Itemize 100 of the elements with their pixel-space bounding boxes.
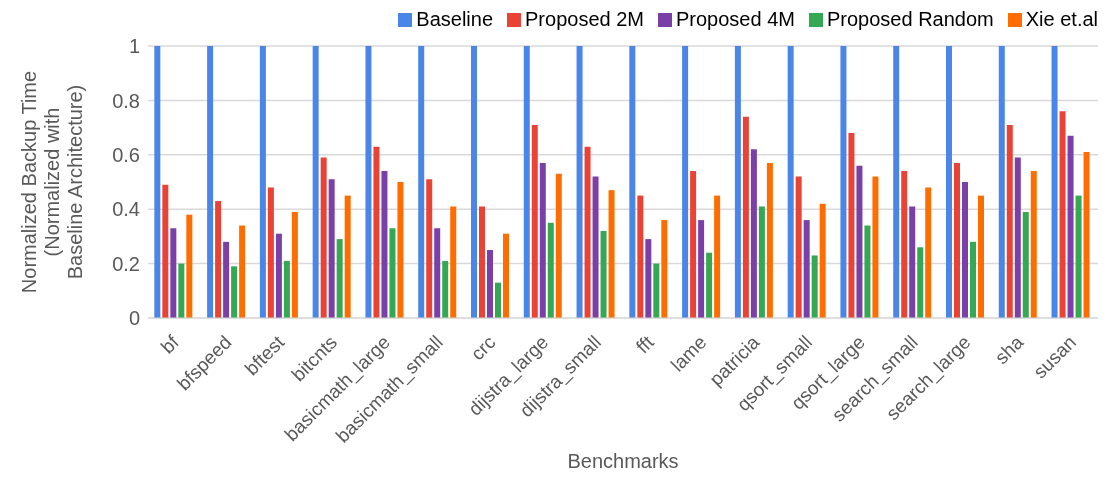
y-tick-label: 0.4 xyxy=(112,198,140,221)
bar xyxy=(223,241,230,318)
bar xyxy=(872,176,879,318)
bar xyxy=(856,165,863,318)
bar xyxy=(479,206,485,318)
bar xyxy=(954,162,960,318)
bar xyxy=(426,179,433,318)
bar xyxy=(170,228,177,318)
x-tick-label: sha xyxy=(990,331,1028,369)
bar xyxy=(215,201,222,318)
bar xyxy=(389,228,396,318)
bar xyxy=(600,230,607,318)
bar xyxy=(758,206,765,318)
bar xyxy=(893,46,900,318)
bar xyxy=(471,46,477,318)
bar xyxy=(901,171,908,318)
bar xyxy=(207,46,214,318)
bar xyxy=(283,260,290,318)
bar xyxy=(344,195,351,318)
bar xyxy=(787,46,794,318)
y-tick-label: 0.6 xyxy=(112,143,140,166)
x-axis-title: Benchmarks xyxy=(567,450,679,472)
bar xyxy=(584,146,591,318)
bar xyxy=(487,250,493,318)
bar xyxy=(1006,124,1013,318)
bar xyxy=(998,46,1005,318)
bar xyxy=(795,176,802,318)
bar xyxy=(946,46,952,318)
bar xyxy=(734,46,741,318)
legend-label: Proposed 4M xyxy=(675,8,795,31)
bar xyxy=(661,220,668,318)
bar xyxy=(1075,195,1082,318)
bar xyxy=(1030,171,1037,318)
bar xyxy=(706,252,713,318)
bar xyxy=(819,203,826,318)
bar xyxy=(653,263,660,318)
bar xyxy=(698,220,705,318)
bar xyxy=(162,184,169,318)
bar xyxy=(690,171,697,318)
bar xyxy=(312,46,319,318)
bar xyxy=(766,162,773,318)
bar xyxy=(576,46,583,318)
bar xyxy=(381,171,388,318)
y-tick-label: 0.2 xyxy=(112,252,140,275)
bar xyxy=(328,179,335,318)
legend-label: Baseline xyxy=(415,8,494,31)
legend-label: Proposed Random xyxy=(825,8,994,31)
bar xyxy=(239,225,246,318)
bar xyxy=(275,233,282,318)
bar xyxy=(1022,211,1029,318)
bar xyxy=(917,247,924,318)
bar xyxy=(608,190,615,318)
bar xyxy=(434,228,441,318)
y-tick-label: 1 xyxy=(128,35,140,58)
bar xyxy=(629,46,636,318)
bar xyxy=(637,195,644,318)
legend-label: Xie et.al xyxy=(1024,8,1098,31)
y-tick-label: 0.8 xyxy=(112,89,140,112)
bar xyxy=(750,149,757,318)
bar xyxy=(539,162,546,318)
bar xyxy=(495,282,501,318)
bar xyxy=(267,187,274,318)
bar xyxy=(365,46,372,318)
bar xyxy=(1014,157,1021,318)
bar xyxy=(909,206,916,318)
bar xyxy=(848,133,855,318)
y-axis-title: Normalized Backup Time (Normalized with Baseline Architecture) xyxy=(18,70,86,294)
bar xyxy=(1051,46,1058,318)
bar xyxy=(592,176,599,318)
bar xyxy=(645,239,652,318)
bar xyxy=(1083,152,1090,318)
x-tick-label: fft xyxy=(632,331,659,358)
bar xyxy=(503,233,509,318)
bar xyxy=(742,116,749,318)
bar xyxy=(259,46,266,318)
legend-label: Proposed 2M xyxy=(524,8,644,31)
bar xyxy=(864,225,871,318)
bar xyxy=(373,146,380,318)
bar xyxy=(555,173,562,318)
bar xyxy=(178,263,185,318)
bar xyxy=(970,241,976,318)
bar xyxy=(1059,111,1066,318)
bar xyxy=(547,222,554,318)
y-tick-label: 0 xyxy=(128,307,140,330)
bar xyxy=(418,46,425,318)
bar xyxy=(442,260,449,318)
bar xyxy=(962,182,968,318)
bar xyxy=(154,46,161,318)
bar xyxy=(320,157,327,318)
bar xyxy=(978,195,984,318)
bar xyxy=(1067,135,1074,318)
bar xyxy=(450,206,457,318)
bar xyxy=(186,214,193,318)
bar xyxy=(291,211,298,318)
bar xyxy=(714,195,721,318)
bar xyxy=(803,220,810,318)
bar xyxy=(231,266,238,318)
bar xyxy=(682,46,689,318)
bar xyxy=(336,239,343,318)
bar xyxy=(531,124,538,318)
